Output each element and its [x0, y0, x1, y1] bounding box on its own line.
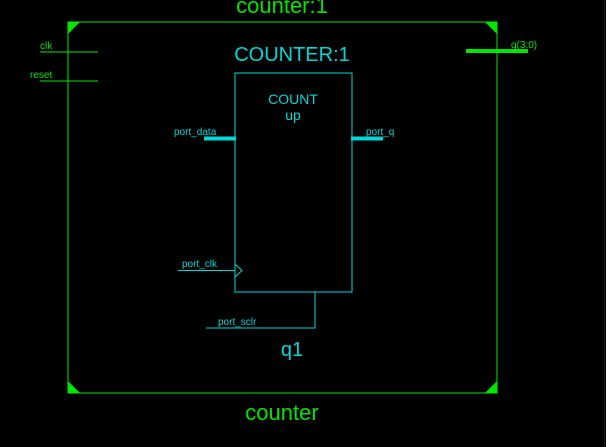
corner-marker-top-left — [68, 22, 80, 34]
inner-port-clk-label: port_clk — [182, 259, 218, 270]
inner-port-q-label: port_q — [366, 127, 394, 138]
inner-port-q[interactable]: port_q — [351, 127, 394, 141]
inner-port-sclr[interactable]: port_sclr — [206, 292, 316, 329]
outer-block-frame[interactable] — [67, 21, 498, 394]
inner-function-line1: COUNT — [268, 91, 318, 107]
corner-marker-bottom-left — [68, 381, 80, 393]
port-clk-label: clk — [40, 41, 53, 52]
inner-port-sclr-label: port_sclr — [218, 317, 257, 328]
inner-instance-label: COUNTER:1 — [234, 44, 350, 66]
outer-module-label: counter — [245, 400, 318, 425]
corner-marker-top-right — [485, 22, 497, 34]
inner-instance-name: q1 — [281, 339, 303, 361]
inner-block-counter1[interactable]: COUNTER:1 COUNT up port_data port_q port… — [174, 44, 394, 361]
clock-triangle-icon — [234, 263, 243, 278]
port-clk[interactable]: clk — [40, 41, 98, 53]
inner-function-line2: up — [285, 107, 301, 123]
inner-port-data-label: port_data — [174, 127, 217, 138]
port-q-bus-label: q(3:0) — [511, 40, 537, 51]
inner-port-data[interactable]: port_data — [174, 127, 236, 141]
port-reset-label: reset — [30, 70, 52, 81]
corner-marker-bottom-right — [485, 381, 497, 393]
port-reset[interactable]: reset — [30, 70, 98, 82]
inner-block-frame[interactable] — [234, 72, 353, 293]
outer-instance-label: counter:1 — [236, 0, 328, 18]
port-q-bus[interactable]: q(3:0) — [466, 40, 537, 53]
inner-port-sclr-wire[interactable] — [206, 292, 316, 329]
inner-port-clk[interactable]: port_clk — [178, 259, 243, 278]
outer-block-counter[interactable]: counter:1 counter clk reset q(3:0) — [30, 0, 537, 425]
